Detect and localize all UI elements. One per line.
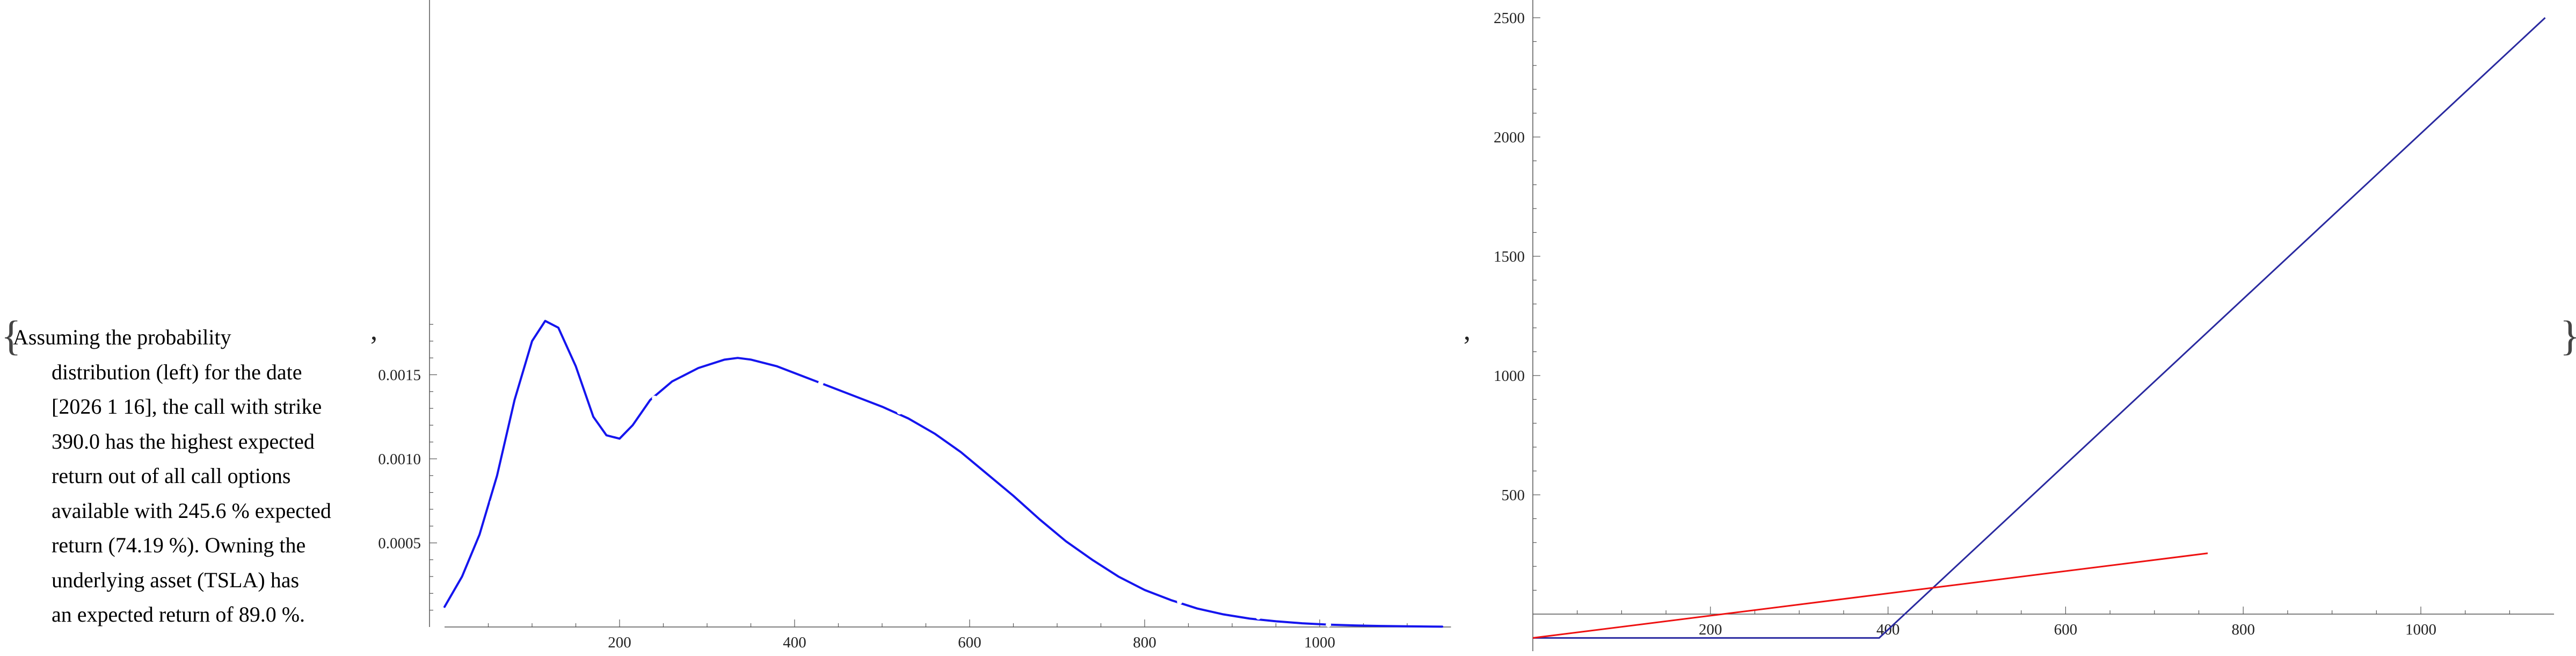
y-tick-label: 2000 — [1494, 129, 1525, 146]
x-tick-label: 1000 — [1304, 634, 1335, 651]
line-gap — [490, 500, 496, 506]
message-line: 390.0 has the highest expected — [52, 429, 315, 453]
y-tick-label: 500 — [1502, 487, 1525, 504]
line-gap — [652, 395, 658, 401]
y-tick-label: 0.0005 — [378, 535, 421, 552]
line-gap — [1177, 599, 1183, 605]
x-tick-label: 600 — [958, 634, 981, 651]
line-gap — [1002, 473, 1008, 479]
line-gap — [1326, 622, 1331, 628]
y-tick-label: 1500 — [1494, 248, 1525, 265]
message-line: Assuming the probability — [13, 325, 231, 349]
line-gap — [1107, 564, 1112, 570]
y-tick-label: 1000 — [1494, 367, 1525, 385]
message-line: return out of all call options — [52, 464, 291, 488]
x-tick-label: 200 — [608, 634, 631, 651]
close-brace: } — [2560, 315, 2576, 357]
underlying-return-line — [1532, 552, 2208, 639]
line-gap — [818, 380, 824, 386]
message-line: an expected return of 89.0 %. — [52, 602, 305, 626]
message-line: return (74.19 %). Owning the — [52, 533, 306, 557]
x-tick-label: 600 — [2054, 621, 2078, 638]
comma-2: , — [1464, 315, 1471, 346]
x-tick-label: 1000 — [2405, 621, 2436, 638]
message-line: distribution (left) for the date — [52, 359, 302, 384]
y-tick-label: 0.0015 — [378, 367, 421, 384]
call-payoff-line — [1533, 17, 2546, 639]
message-line: available with 245.6 % expected — [52, 498, 331, 523]
open-brace: { — [1, 312, 21, 359]
x-tick-label: 800 — [2231, 621, 2255, 638]
comma-1: , — [370, 315, 377, 346]
x-tick-label: 400 — [783, 634, 806, 651]
line-gap — [897, 409, 903, 415]
y-tick-label: 0.0010 — [378, 451, 421, 468]
line-gap — [1255, 614, 1261, 620]
x-tick-label: 200 — [1699, 621, 1722, 638]
message-line: underlying asset (TSLA) has — [52, 567, 300, 592]
x-tick-label: 800 — [1133, 634, 1156, 651]
message-line: [2026 1 16], the call with strike — [52, 394, 322, 419]
result-message: Assuming the probability distribution (l… — [13, 320, 367, 632]
distribution-line — [443, 320, 1444, 628]
y-tick-label: 2500 — [1494, 10, 1525, 27]
